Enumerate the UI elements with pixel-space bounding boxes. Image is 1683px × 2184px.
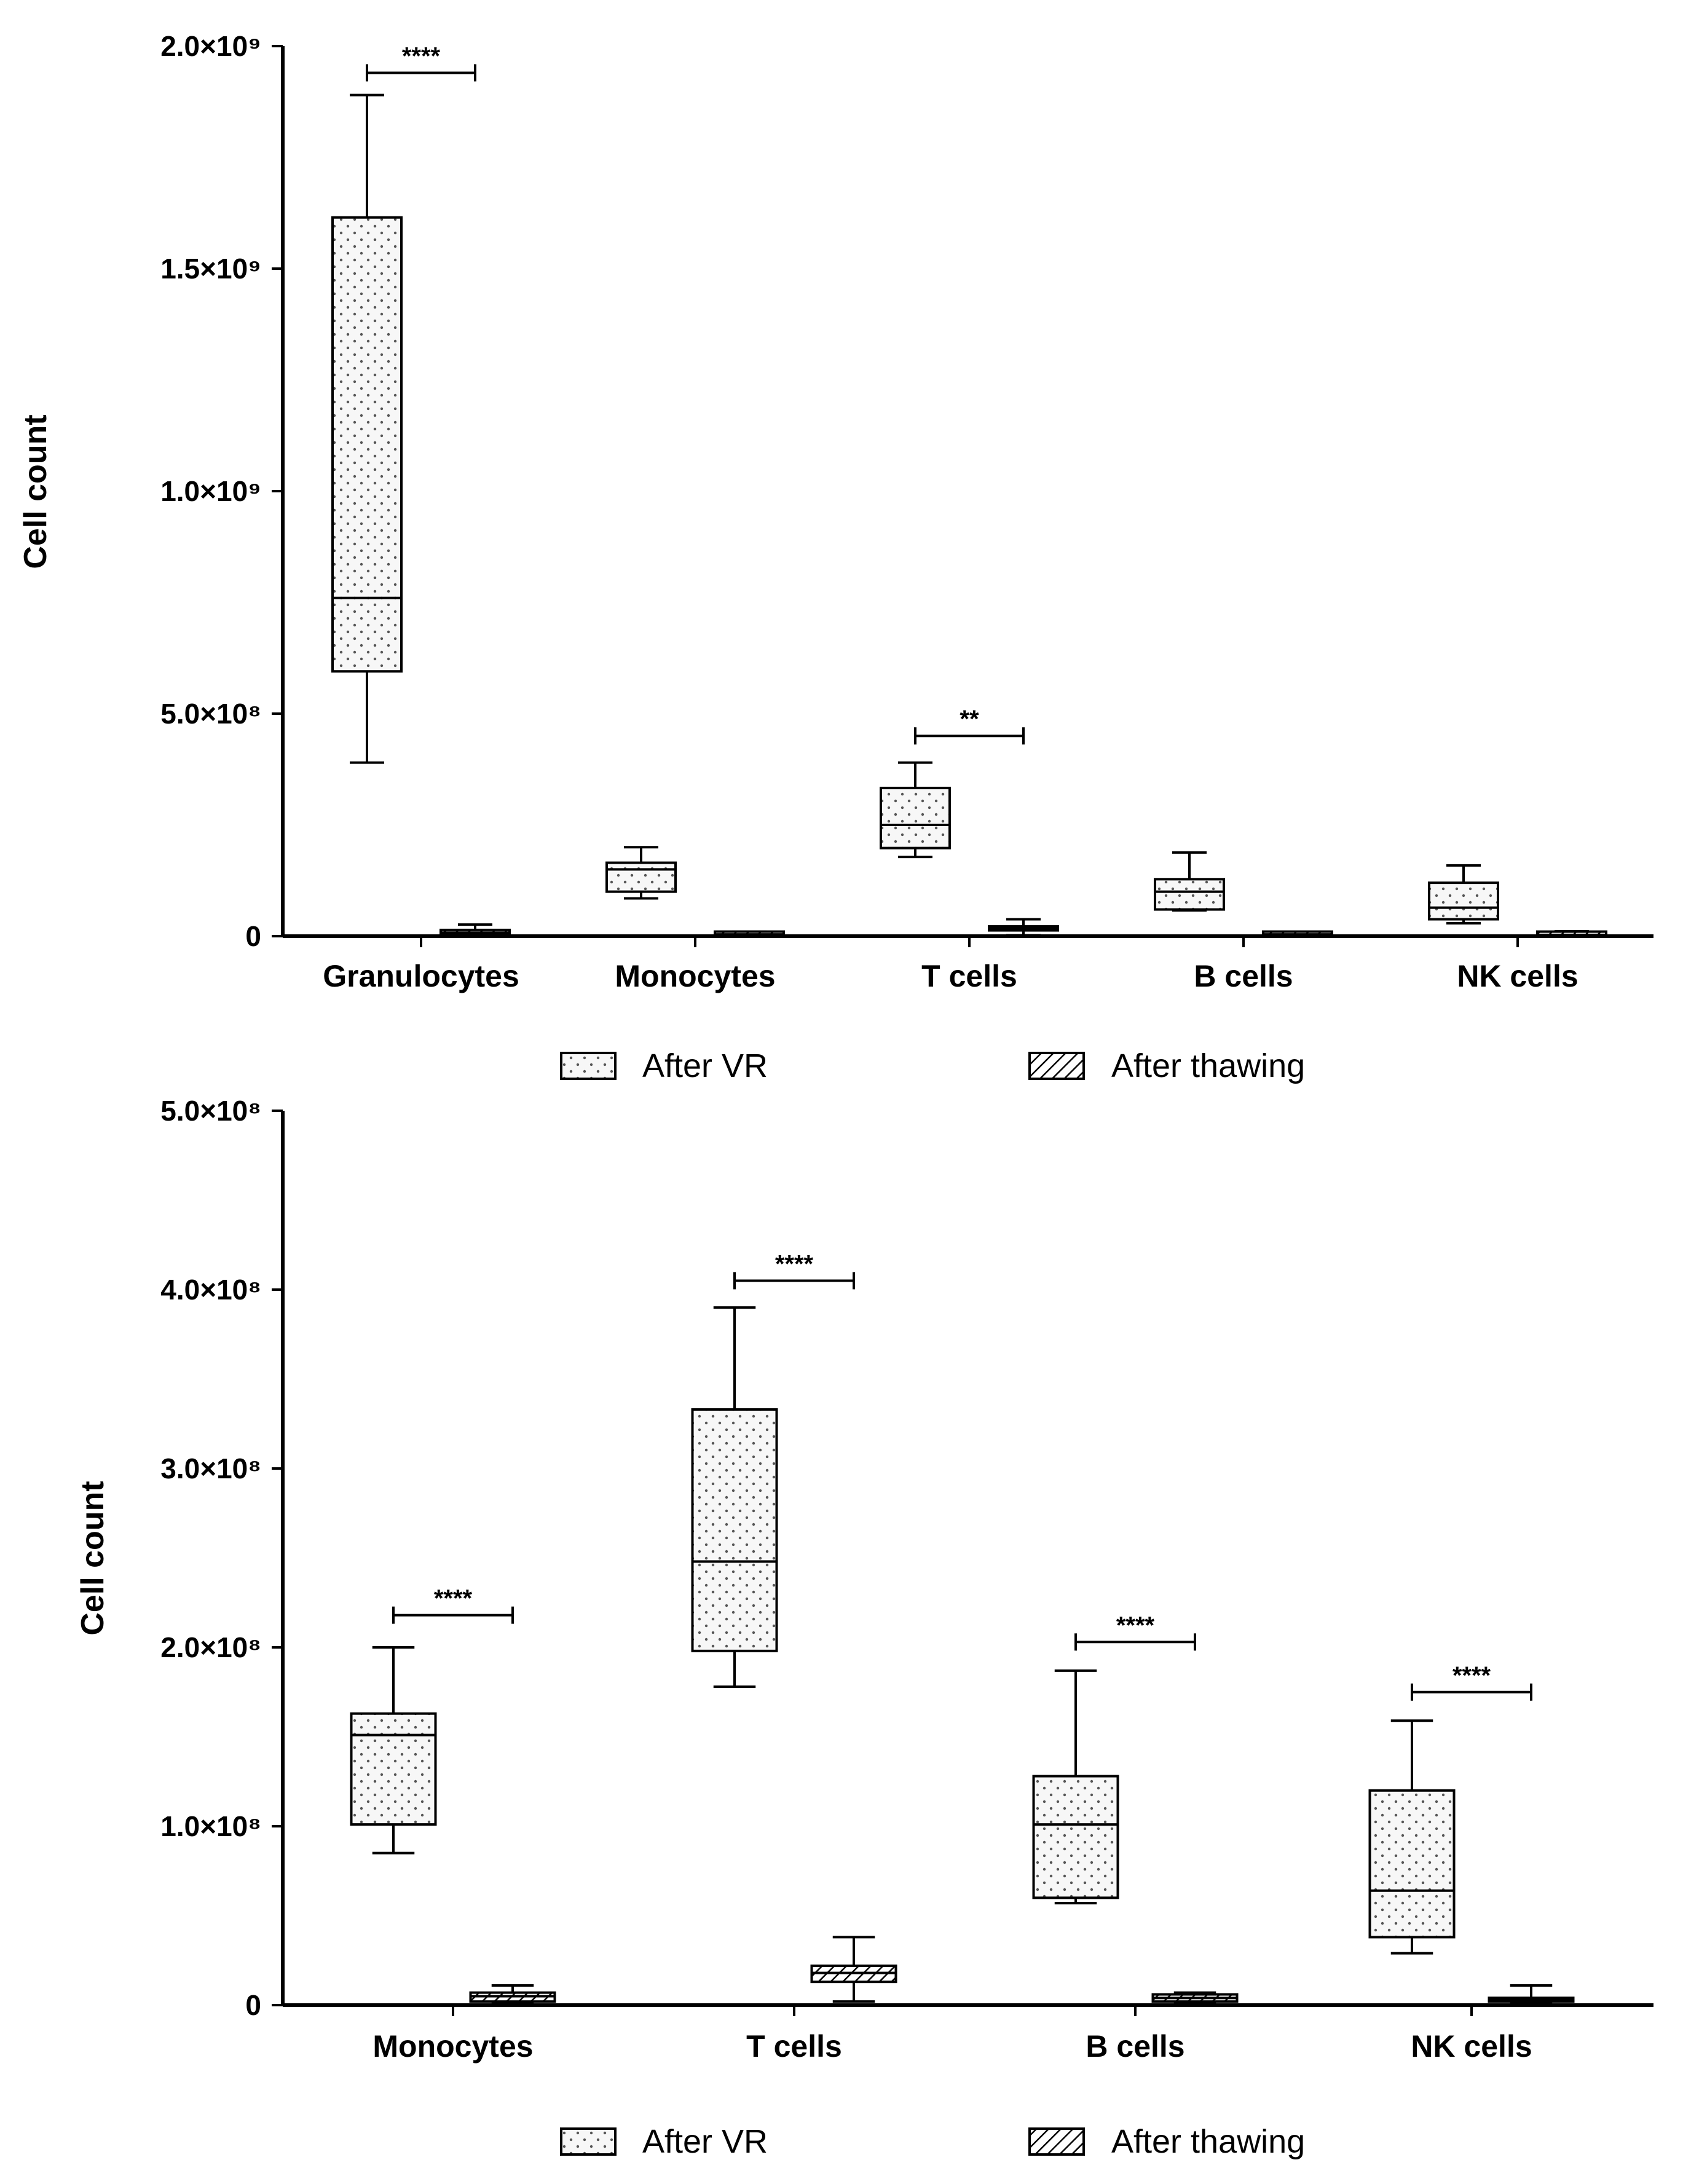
box <box>691 1408 778 1652</box>
box <box>1032 1775 1119 1899</box>
box <box>1154 878 1225 911</box>
y-tick-label: 4.0×10⁸ <box>160 1274 261 1306</box>
y-tick-label: 2.0×10⁸ <box>160 1631 261 1663</box>
box-plot-after-thawing-granulocytes <box>439 923 511 937</box>
significance-nk-cells: **** <box>1411 1662 1532 1701</box>
y-tick-label: 5.0×10⁸ <box>160 1095 261 1127</box>
box-plot-after-thawing-b-cells <box>1151 1991 1239 2005</box>
legend-swatch-after-vr <box>560 1052 617 1080</box>
y-axis-title: Cell count <box>18 414 53 569</box>
box-plot-after-vr-granulocytes <box>331 93 403 764</box>
significance-monocytes: **** <box>392 1585 514 1624</box>
box-plot-after-vr-b-cells <box>1032 1669 1119 1905</box>
y-tick-label: 0 <box>245 920 261 952</box>
box-plot-after-thawing-t-cells <box>810 1936 897 2003</box>
y-axis-title: Cell count <box>75 1481 111 1635</box>
box-plot-after-thawing-b-cells <box>1262 930 1333 937</box>
x-tick-label-granulocytes: Granulocytes <box>323 959 519 993</box>
legend-item-after-thawing: After thawing <box>1028 1047 1305 1084</box>
legend-item-after-vr: After VR <box>560 1047 768 1084</box>
box-plot-after-vr-monocytes <box>605 846 677 900</box>
box <box>880 786 951 850</box>
box-plot-after-vr-nk-cells <box>1368 1719 1456 1955</box>
significance-b-cells: **** <box>1074 1612 1196 1651</box>
box-plot-after-thawing-monocytes <box>714 930 785 937</box>
y-tick-label: 0 <box>245 1989 261 2021</box>
significance-label: **** <box>775 1250 814 1277</box>
box-plot-after-thawing-nk-cells <box>1488 1984 1575 2005</box>
box-plot-after-vr-monocytes <box>350 1646 437 1855</box>
x-tick-label-b-cells: B cells <box>1194 959 1293 993</box>
y-tick-label: 2.0×10⁹ <box>160 30 261 62</box>
legend-swatch-after-thawing <box>1028 1052 1085 1080</box>
significance-granulocytes: **** <box>366 42 476 82</box>
significance-t-cells: **** <box>733 1250 855 1290</box>
box-plot-after-thawing-nk-cells <box>1536 930 1607 937</box>
significance-label: **** <box>1116 1612 1155 1639</box>
box-plot-after-vr-t-cells <box>880 761 951 859</box>
legend-label-after-thawing: After thawing <box>1111 1047 1305 1084</box>
y-tick-label: 3.0×10⁸ <box>160 1453 261 1484</box>
legend-swatch-after-vr <box>560 2127 617 2156</box>
legend: After VR After thawing <box>560 1047 1305 1084</box>
x-tick-label-nk-cells: NK cells <box>1411 2029 1532 2064</box>
significance-label: **** <box>434 1585 473 1612</box>
x-tick-label-nk-cells: NK cells <box>1457 959 1578 993</box>
y-tick-label: 5.0×10⁸ <box>160 698 261 730</box>
box-plot-after-thawing-monocytes <box>469 1984 556 2005</box>
chart-panel-bottom: Cell count 0 1.0×10⁸ 2.0×10⁸ 3.0×10⁸ 4.0×10⁸… <box>75 1095 1653 2160</box>
x-tick-label-monocytes: Monocytes <box>615 959 775 993</box>
chart-panel-top: Cell count 0 5.0×10⁸ 1.0×10⁹ 1.5×10⁹ 2.0×10⁹… <box>18 30 1653 1084</box>
significance-label: **** <box>402 42 441 69</box>
box-plot-after-vr-nk-cells <box>1428 864 1499 925</box>
x-tick-label-t-cells: T cells <box>921 959 1017 993</box>
box <box>331 216 403 673</box>
box-plot-after-thawing-t-cells <box>988 918 1059 937</box>
box-plot-after-vr-b-cells <box>1154 851 1225 912</box>
x-tick-label-monocytes: Monocytes <box>372 2029 533 2064</box>
y-tick-label: 1.0×10⁹ <box>160 475 261 507</box>
box <box>1368 1789 1456 1939</box>
legend-label-after-vr: After VR <box>642 1047 768 1084</box>
legend-label-after-vr: After VR <box>642 2123 768 2160</box>
x-tick-label-t-cells: T cells <box>746 2029 842 2064</box>
legend-label-after-thawing: After thawing <box>1111 2123 1305 2160</box>
significance-label: ** <box>960 706 979 733</box>
significance-t-cells: ** <box>914 706 1025 745</box>
x-tick-label-b-cells: B cells <box>1086 2029 1184 2064</box>
y-tick-label: 1.5×10⁹ <box>160 253 261 285</box>
box-plot-after-vr-t-cells <box>691 1306 778 1689</box>
legend-swatch-after-thawing <box>1028 2127 1085 2156</box>
box <box>605 861 677 893</box>
box <box>1428 881 1499 921</box>
significance-label: **** <box>1452 1662 1491 1689</box>
legend: After VR After thawing <box>560 2123 1305 2160</box>
legend-item-after-thawing: After thawing <box>1028 2123 1305 2160</box>
y-tick-label: 1.0×10⁸ <box>160 1810 261 1842</box>
box <box>350 1712 437 1826</box>
legend-item-after-vr: After VR <box>560 2123 768 2160</box>
